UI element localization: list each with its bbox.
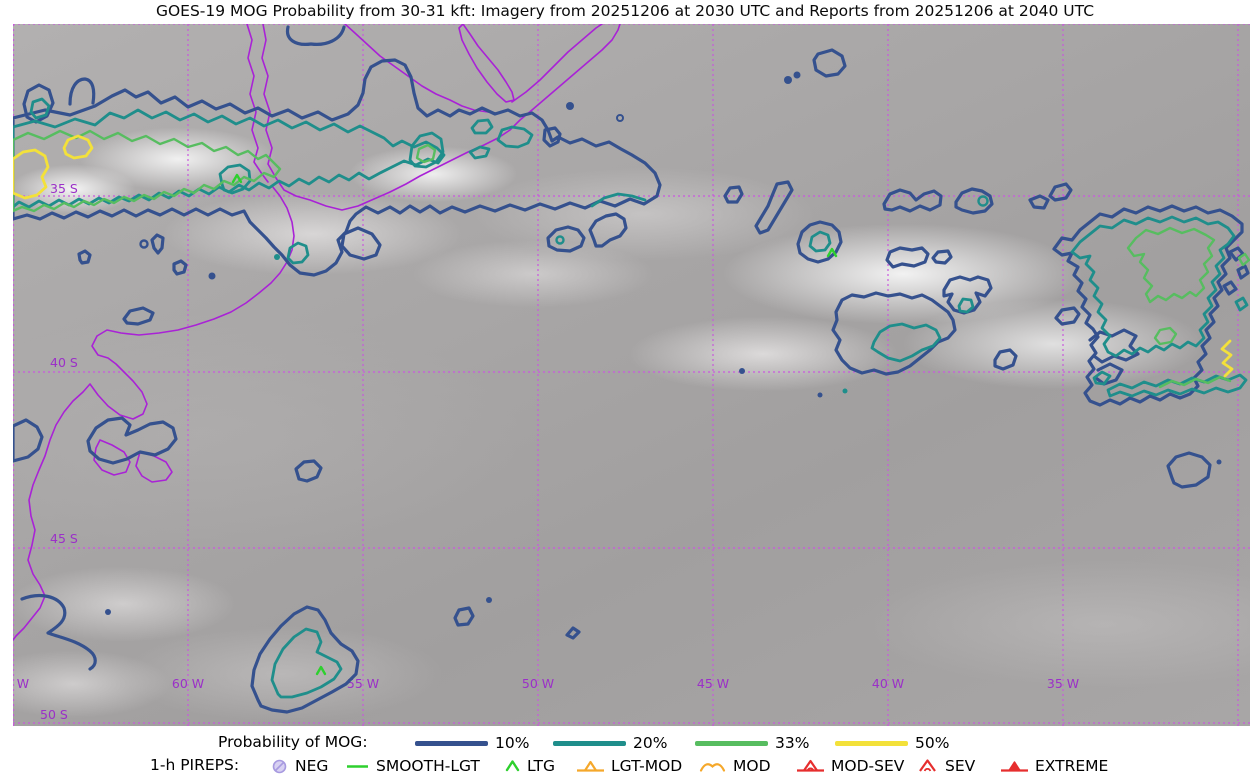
coastal-lagoon-2	[135, 451, 173, 483]
parana-delta	[246, 24, 269, 183]
legend-pirep-ltg: LTG	[505, 754, 555, 778]
ltg-symbol-icon	[505, 759, 520, 771]
legend-pirep-mod-sev: MOD-SEV	[797, 754, 904, 778]
legend-prob-10: 10%	[415, 731, 529, 755]
lat-label-45s: 45 S	[50, 531, 78, 546]
geo-labels: 35 S 40 S 45 S 50 S 65 W 60 W 55 W 50 W …	[13, 181, 1079, 722]
pirep-extreme-label: EXTREME	[1035, 757, 1109, 775]
ltg-pirep-icon	[231, 173, 243, 184]
pirep-symbols-group	[231, 173, 838, 676]
sev-symbol-icon	[919, 758, 936, 772]
pireps-legend: 1-h PIREPS: NEG SMOOTH-LGT LTG	[0, 754, 1250, 778]
contour-33pct-group	[13, 129, 1250, 389]
prob-33-line-swatch	[695, 740, 768, 746]
legend-pirep-extreme: EXTREME	[1001, 754, 1108, 778]
lat-label-35s: 35 S	[50, 181, 78, 196]
lat-label-50s: 50 S	[40, 707, 68, 722]
lgt-mod-symbol-icon	[577, 760, 604, 772]
legend-pirep-sev: SEV	[917, 754, 975, 778]
legend-pirep-neg: NEG	[271, 754, 328, 778]
prob-50-line-swatch	[835, 740, 908, 746]
prob-10-line-swatch	[415, 740, 488, 746]
ltg-pirep-icon	[315, 665, 327, 676]
lagoa-mirim	[458, 24, 515, 103]
lon-label-55w: 55 W	[347, 676, 379, 691]
prob-50-label: 50%	[915, 734, 950, 752]
latlon-grid	[13, 24, 1250, 726]
lon-label-45w: 45 W	[697, 676, 729, 691]
contour-20pct-group	[13, 97, 1249, 699]
contour-50pct-group	[13, 134, 1234, 378]
contour-10pct-group	[13, 25, 1250, 714]
lon-label-60w: 60 W	[172, 676, 204, 691]
lon-label-50w: 50 W	[522, 676, 554, 691]
neg-symbol-icon	[272, 759, 287, 773]
legend-prob-33: 33%	[695, 731, 809, 755]
uruguay-coast	[261, 24, 621, 211]
pireps-legend-title: 1-h PIREPS:	[150, 756, 240, 774]
legend-pirep-mod: MOD	[699, 754, 771, 778]
pirep-ltg-label: LTG	[527, 757, 555, 775]
pirep-neg-label: NEG	[295, 757, 329, 775]
pirep-sev-label: SEV	[945, 757, 976, 775]
extreme-symbol-icon	[1001, 760, 1028, 772]
prob-20-label: 20%	[633, 734, 668, 752]
satellite-map: 35 S 40 S 45 S 50 S 65 W 60 W 55 W 50 W …	[13, 24, 1250, 726]
legend-prob-50: 50%	[835, 731, 949, 755]
map-overlay-svg: 35 S 40 S 45 S 50 S 65 W 60 W 55 W 50 W …	[13, 24, 1250, 726]
smooth-lgt-symbol-icon	[347, 764, 368, 768]
prob-10-label: 10%	[495, 734, 530, 752]
mod-symbol-icon	[699, 762, 726, 772]
legend-prob-20: 20%	[553, 731, 667, 755]
brazil-border	[344, 24, 489, 113]
prob-20-line-swatch	[553, 740, 626, 746]
probability-legend-title: Probability of MOG:	[218, 733, 368, 751]
prob-33-label: 33%	[775, 734, 810, 752]
ltg-pirep-icon	[826, 247, 838, 258]
pirep-smooth-lgt-label: SMOOTH-LGT	[376, 757, 480, 775]
page-title: GOES-19 MOG Probability from 30-31 kft: …	[155, 2, 1095, 20]
lon-label-35w: 35 W	[1047, 676, 1079, 691]
barrier-coast	[511, 24, 603, 103]
lon-label-65w: 65 W	[13, 676, 29, 691]
mod-sev-symbol-icon	[797, 759, 824, 772]
pirep-mod-sev-label: MOD-SEV	[831, 757, 905, 775]
pirep-mod-label: MOD	[733, 757, 771, 775]
legend-pirep-lgt-mod: LGT-MOD	[577, 754, 682, 778]
argentina-coast	[13, 185, 295, 641]
probability-legend: Probability of MOG: 10% 20% 33% 50%	[0, 731, 1250, 755]
pirep-lgt-mod-label: LGT-MOD	[611, 757, 683, 775]
legend-pirep-smooth-lgt: SMOOTH-LGT	[346, 754, 480, 778]
lon-label-40w: 40 W	[872, 676, 904, 691]
lat-label-40s: 40 S	[50, 355, 78, 370]
